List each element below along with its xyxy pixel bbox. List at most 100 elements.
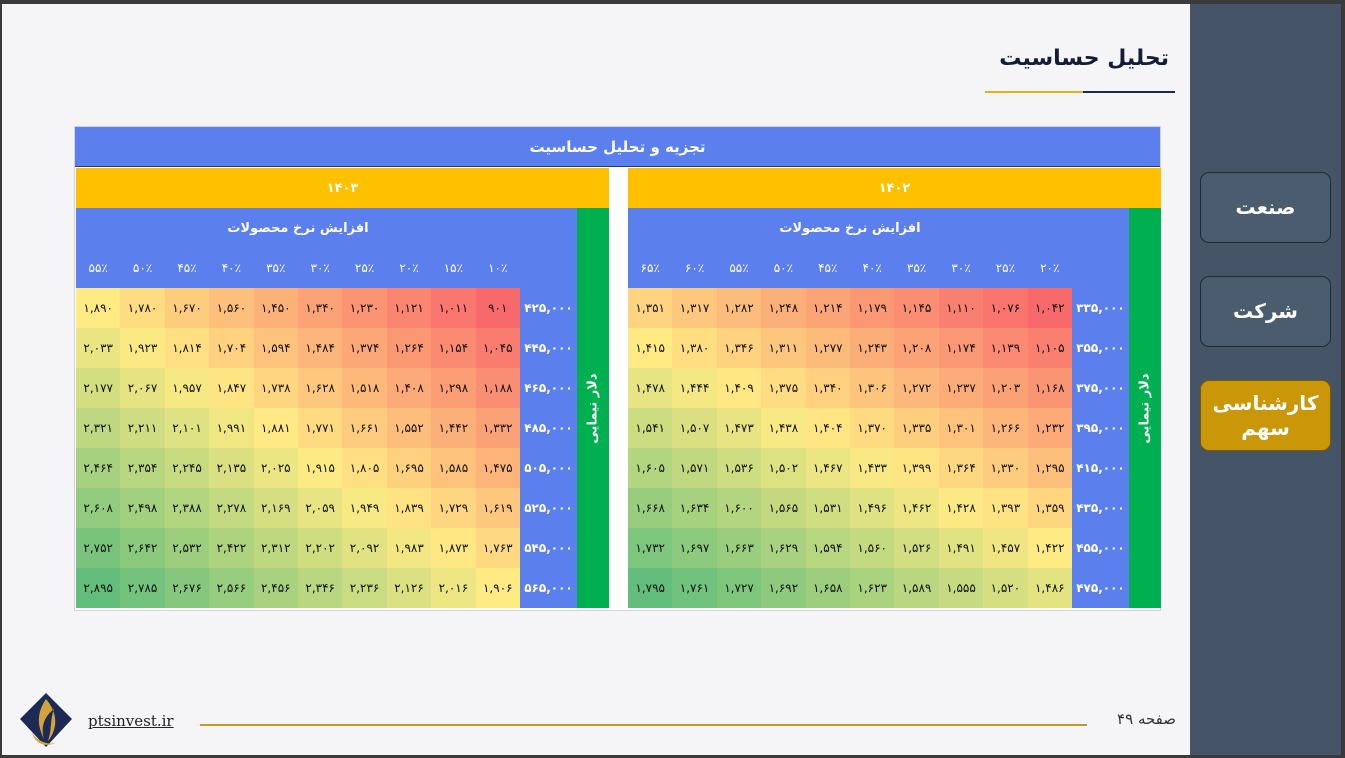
table-cell: ۱,۹۸۳ <box>386 528 432 568</box>
table-cell: ۱,۱۵۴ <box>431 328 476 368</box>
year-header: ۱۴۰۲ <box>628 168 1161 208</box>
table-cell: ۲,۴۵۶ <box>253 568 298 608</box>
column-header: ۴۵٪ <box>818 261 838 275</box>
table-cell: ۱,۵۶۵ <box>761 488 806 528</box>
table-cell: ۱,۲۶۶ <box>983 408 1028 448</box>
row-header: ۴۲۵,۰۰۰ <box>520 288 577 328</box>
table-cell: ۲,۶۴۲ <box>120 528 165 568</box>
sensitivity-table: تجزیه و تحلیل حساسیت ۱۴۰۲ افزایش نرخ محصو… <box>74 126 1161 611</box>
table-cell: ۲,۰۲۵ <box>253 448 298 488</box>
table-cell: ۱,۲۳۰ <box>342 288 387 328</box>
table-cell: ۱,۴۰۸ <box>386 368 432 408</box>
table-cell: ۱,۳۳۲ <box>475 408 520 448</box>
table-cell: ۱,۹۹۱ <box>209 408 254 448</box>
table-cell: ۲,۱۰۱ <box>164 408 210 448</box>
table-cell: ۱,۵۲۶ <box>894 528 939 568</box>
column-header: ۴۵٪ <box>177 261 197 275</box>
table-cell: ۱,۲۷۷ <box>805 328 850 368</box>
table-cell: ۱,۲۳۲ <box>1027 408 1072 448</box>
table-cell: ۱,۶۲۹ <box>761 528 806 568</box>
nav-industry-button[interactable]: صنعت <box>1200 172 1331 243</box>
table-cell: ۲,۰۱۶ <box>431 568 476 608</box>
footer-url-link[interactable]: ptsinvest.ir <box>88 712 174 730</box>
table-cell: ۱,۷۳۸ <box>253 368 298 408</box>
table-cell: ۱,۱۷۹ <box>850 288 895 328</box>
table-cell: ۱,۷۲۷ <box>716 568 762 608</box>
table-cell: ۲,۲۴۵ <box>164 448 210 488</box>
column-header: ۲۵٪ <box>354 261 375 275</box>
table-cell: ۱,۱۷۴ <box>938 328 984 368</box>
table-cell: ۱,۶۶۸ <box>628 488 673 528</box>
column-header: ۵۵٪ <box>729 261 749 275</box>
table-cell: ۱,۲۹۸ <box>431 368 476 408</box>
column-axis-label: افزایش نرخ محصولات <box>76 208 520 248</box>
table-cell: ۱,۲۰۳ <box>983 368 1028 408</box>
table-cell: ۱,۴۵۰ <box>253 288 298 328</box>
table-cell: ۱,۵۳۱ <box>805 488 850 528</box>
table-cell: ۱,۹۴۹ <box>342 488 387 528</box>
title-underline-gold <box>985 91 1085 93</box>
table-cell: ۲,۰۹۲ <box>342 528 387 568</box>
table-cell: ۹۰۱ <box>475 288 520 328</box>
table-cell: ۱,۳۸۰ <box>672 328 717 368</box>
table-cell: ۱,۴۳۳ <box>850 448 895 488</box>
row-header: ۵۰۵,۰۰۰ <box>520 448 577 488</box>
column-header: ۳۰٪ <box>951 261 971 275</box>
table-cell: ۱,۹۵۷ <box>164 368 210 408</box>
column-header: ۳۰٪ <box>310 261 330 275</box>
table-cell: ۱,۲۷۲ <box>894 368 939 408</box>
table-cell: ۱,۴۴۲ <box>431 408 476 448</box>
table-cell: ۱,۳۱۱ <box>761 328 806 368</box>
table-cell: ۱,۵۸۹ <box>894 568 939 608</box>
table-cell: ۱,۶۰۰ <box>716 488 762 528</box>
table-cell: ۱,۲۸۲ <box>716 288 762 328</box>
row-axis-label-text: دلار نیمایی <box>585 372 601 444</box>
nav-stock-valuation-button[interactable]: کارشناسی سهم <box>1200 380 1331 451</box>
table-cell: ۱,۲۴۳ <box>850 328 895 368</box>
table-cell: ۱,۲۳۷ <box>938 368 984 408</box>
table-cell: ۱,۶۹۲ <box>761 568 806 608</box>
table-cell: ۲,۴۶۴ <box>76 448 121 488</box>
table-cell: ۲,۰۶۷ <box>120 368 165 408</box>
table-cell: ۱,۶۶۳ <box>716 528 762 568</box>
table-title: تجزیه و تحلیل حساسیت <box>75 127 1160 167</box>
table-cell: ۲,۴۲۲ <box>209 528 254 568</box>
nav-company-button[interactable]: شرکت <box>1200 276 1331 347</box>
table-cell: ۱,۵۵۵ <box>938 568 984 608</box>
table-cell: ۲,۵۶۶ <box>209 568 254 608</box>
table-cell: ۲,۲۱۱ <box>120 408 165 448</box>
table-cell: ۱,۳۶۴ <box>938 448 984 488</box>
table-cell: ۱,۸۱۴ <box>164 328 210 368</box>
table-cell: ۱,۲۰۸ <box>894 328 939 368</box>
table-cell: ۱,۴۳۸ <box>761 408 806 448</box>
table-cell: ۱,۰۱۱ <box>431 288 476 328</box>
table-cell: ۱,۹۰۶ <box>475 568 520 608</box>
table-cell: ۱,۸۹۰ <box>76 288 121 328</box>
table-cell: ۲,۱۳۵ <box>209 448 254 488</box>
table-cell: ۱,۲۶۴ <box>386 328 432 368</box>
table-cell: ۱,۸۴۷ <box>209 368 254 408</box>
table-cell: ۱,۱۳۹ <box>983 328 1028 368</box>
table-cell: ۱,۵۹۴ <box>253 328 298 368</box>
table-cell: ۱,۵۹۴ <box>805 528 850 568</box>
table-cell: ۱,۸۰۵ <box>342 448 387 488</box>
table-cell: ۱,۳۵۱ <box>628 288 673 328</box>
table-cell: ۲,۲۳۶ <box>342 568 387 608</box>
year-header: ۱۴۰۳ <box>76 168 609 208</box>
table-cell: ۲,۱۲۶ <box>386 568 432 608</box>
table-cell: ۱,۶۲۳ <box>850 568 895 608</box>
table-cell: ۱,۱۱۰ <box>938 288 984 328</box>
column-header: ۶۵٪ <box>640 261 660 275</box>
table-cell: ۱,۹۱۵ <box>298 448 343 488</box>
table-cell: ۱,۵۱۸ <box>342 368 387 408</box>
table-cell: ۲,۶۰۸ <box>76 488 121 528</box>
table-cell: ۱,۴۲۸ <box>938 488 984 528</box>
page-title: تحلیل حساسیت <box>999 46 1169 71</box>
table-cell: ۱,۴۰۴ <box>805 408 850 448</box>
footer-divider <box>200 724 1087 726</box>
table-cell: ۱,۴۵۷ <box>983 528 1028 568</box>
row-header: ۳۳۵,۰۰۰ <box>1072 288 1129 328</box>
table-cell: ۱,۰۴۵ <box>475 328 520 368</box>
table-cell: ۱,۳۴۰ <box>805 368 850 408</box>
table-cell: ۱,۵۸۵ <box>431 448 476 488</box>
